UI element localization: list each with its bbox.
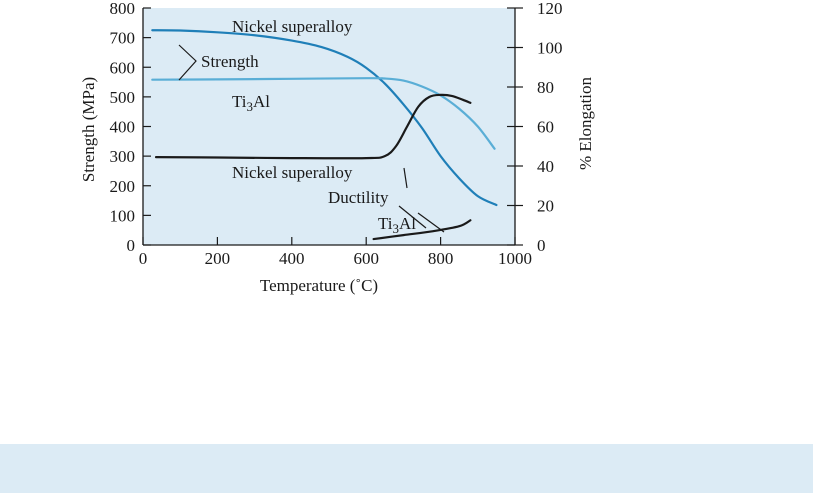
y-left-tick-label: 500 [110, 88, 136, 107]
axes: 0 200 400 600 800 100001002003004005006007008… [79, 0, 595, 295]
nickel-ductility-line [154, 93, 472, 160]
annot-ti3al-ductility-part: Al [399, 214, 416, 233]
y-left-tick-label: 400 [110, 118, 136, 137]
annot-ti3al-strength-part: Ti [232, 92, 247, 111]
y-left-tick-label: 700 [110, 29, 136, 48]
annot-ti3al-ductility: Ti3Al [378, 214, 416, 236]
ti3al-ductility-line [372, 219, 472, 241]
annot-nickel-strength: Nickel superalloy [232, 17, 353, 36]
plot-area [143, 8, 515, 245]
y-left-tick-label: 200 [110, 177, 136, 196]
annot-strength: Strength [201, 52, 259, 71]
ductility-leader-nickel [403, 167, 408, 189]
nickel-strength-line [151, 29, 498, 207]
y-right-tick-label: 80 [537, 78, 554, 97]
y-right-tick-label: 100 [537, 39, 563, 58]
ductility-leader-ti3al [398, 205, 427, 229]
annot-ti3al-ductility-subscript: 3 [393, 221, 400, 236]
y-right-tick-label: 120 [537, 0, 563, 18]
x-axis-title: Temperature (˚C) [260, 276, 378, 295]
annot-ti3al-strength-part: Al [253, 92, 270, 111]
y-left-tick-label: 600 [110, 58, 136, 77]
y-right-tick-label: 20 [537, 197, 554, 216]
x-tick-label: 400 [279, 249, 305, 268]
annot-nickel-ductility: Nickel superalloy [232, 163, 353, 182]
y-right-tick-label: 0 [537, 236, 546, 255]
x-tick-label: 800 [428, 249, 454, 268]
x-tick-label: 600 [353, 249, 379, 268]
series-layer [151, 29, 498, 241]
annot-ti3al-ductility-part: Ti [378, 214, 393, 233]
y-left-tick-label: 300 [110, 147, 136, 166]
ti3al-ductility-leader [417, 212, 445, 233]
caption-band [0, 444, 813, 493]
y-left-tick-label: 0 [127, 236, 136, 255]
x-tick-label: 0 [139, 249, 148, 268]
ti3al-strength-line [151, 77, 496, 150]
y-right-axis-title: % Elongation [576, 76, 595, 170]
annot-ductility: Ductility [328, 188, 389, 207]
y-right-tick-label: 40 [537, 157, 554, 176]
annot-ti3al-strength: Ti3Al [232, 92, 270, 114]
y-left-axis-title: Strength (MPa) [79, 77, 98, 182]
x-tick-label: 200 [205, 249, 231, 268]
y-left-tick-label: 100 [110, 206, 136, 225]
x-tick-label: 1000 [498, 249, 532, 268]
annot-ti3al-strength-subscript: 3 [247, 99, 254, 114]
y-right-tick-label: 60 [537, 118, 554, 137]
y-left-tick-label: 800 [110, 0, 136, 18]
strength-bracket [178, 44, 197, 81]
